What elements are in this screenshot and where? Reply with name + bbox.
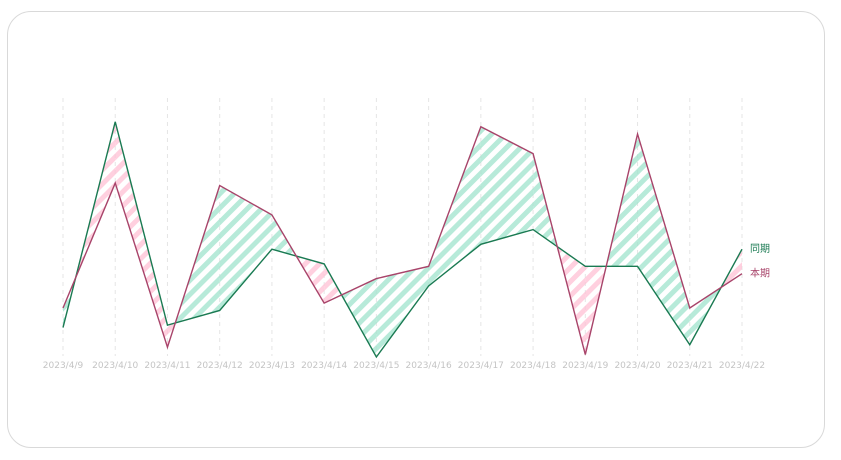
x-tick-label: 2023/4/13 (249, 361, 295, 371)
x-tick-label: 2023/4/22 (719, 361, 765, 371)
x-tick-label: 2023/4/9 (43, 361, 84, 371)
difference-area (637, 134, 690, 345)
x-tick-label: 2023/4/15 (353, 361, 399, 371)
x-tick-label: 2023/4/20 (614, 361, 660, 371)
series-line (62, 125, 743, 355)
difference-area (341, 278, 377, 357)
difference-area (324, 263, 342, 304)
x-tick-label: 2023/4/10 (92, 361, 138, 371)
x-tick-label: 2023/4/17 (458, 361, 504, 371)
x-tick-label: 2023/4/19 (562, 361, 608, 371)
difference-area (376, 266, 429, 357)
difference-area (219, 185, 272, 311)
series-lines (62, 121, 743, 359)
x-tick-label: 2023/4/14 (301, 361, 347, 371)
series-label: 本期 (750, 267, 770, 280)
x-tick-label: 2023/4/21 (667, 361, 713, 371)
x-tick-label: 2023/4/18 (510, 361, 556, 371)
x-tick-label: 2023/4/16 (406, 361, 452, 371)
series-line (62, 121, 743, 359)
series-label: 同期 (750, 243, 770, 255)
difference-area (480, 126, 534, 245)
x-axis-ticks: 2023/4/9 2023/4/10 2023/4/11 2023/4/12 2023/… (43, 361, 765, 371)
difference-area (428, 126, 481, 286)
x-tick-label: 2023/4/11 (144, 361, 190, 371)
x-tick-label: 2023/4/12 (197, 361, 243, 371)
difference-area (115, 121, 168, 348)
